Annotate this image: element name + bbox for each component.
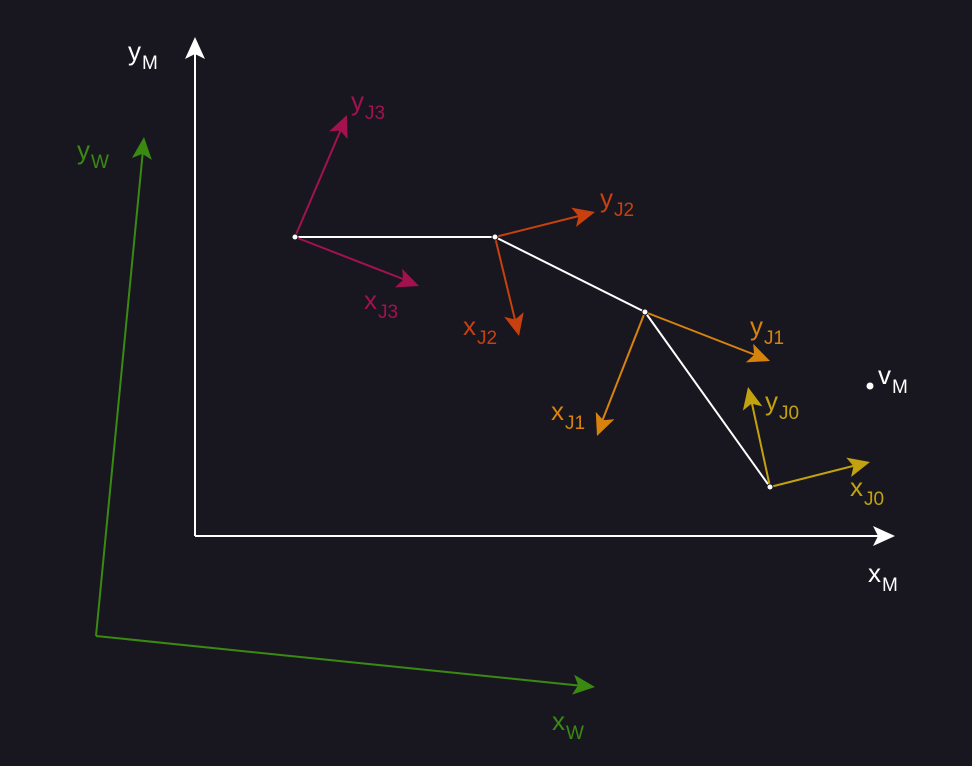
world-x-axis [95,635,584,687]
j2-y-arrowhead [571,207,595,228]
world-x-label: xW [552,706,584,744]
j0-y-label: yJ0 [765,386,800,424]
j3-y-label: yJ3 [351,86,386,124]
kinematic-chain [295,236,771,488]
j1-x-label: xJ1 [551,396,586,434]
j1-x-arrowhead [595,411,615,436]
joint-points [291,233,774,491]
model-y-arrowhead [185,37,205,59]
j3-frame [294,115,419,288]
j2-y-label: yJ2 [600,183,635,221]
j0-x-label: xJ0 [850,472,885,510]
joint-j1-dot [641,308,649,316]
joint-j3-dot [291,233,299,241]
link-j1-j0 [644,311,771,488]
model-y-label: yM [128,36,158,74]
j0-y-axis [750,398,771,488]
world-x-arrowhead [572,674,595,695]
world-frame [95,137,595,695]
point-vm-dot [866,382,874,390]
j3-x-arrowhead [394,268,419,288]
j1-y-label: yJ1 [750,311,785,349]
j2-x-axis [494,236,517,325]
j3-y-axis [294,126,343,238]
point-vm-label: vM [878,360,908,398]
model-x-label: xM [868,558,898,596]
world-y-axis [95,149,144,637]
world-y-arrowhead [131,137,152,160]
j3-y-arrowhead [329,115,348,140]
model-frame [185,37,895,546]
j2-x-arrowhead [504,312,524,336]
j2-x-label: xJ2 [463,311,498,349]
j0-frame [742,387,870,488]
j2-frame [494,207,595,336]
j1-y-axis [644,311,759,357]
j2-y-axis [494,214,584,238]
model-x-arrowhead [873,526,895,546]
joint-j0-dot [766,483,774,491]
world-y-label: yW [77,135,109,173]
j3-x-axis [294,236,409,282]
j1-frame [595,311,770,436]
j0-y-arrowhead [742,387,763,411]
j0-x-arrowhead [846,457,870,478]
joint-j2-dot [491,233,499,241]
j0-x-axis [769,464,858,488]
j1-x-axis [600,311,646,425]
link-j2-j1 [494,236,646,313]
j1-y-arrowhead [745,343,770,363]
j3-x-label: xJ3 [364,285,399,323]
